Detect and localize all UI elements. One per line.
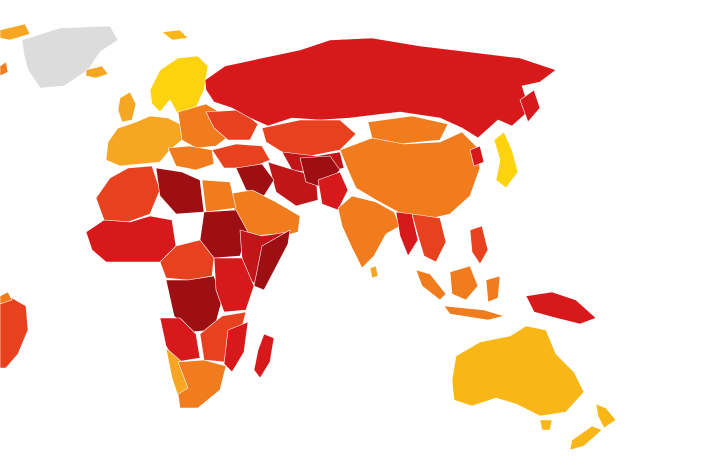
png — [525, 291, 597, 325]
australia — [451, 325, 585, 417]
caucasus-turkey — [211, 143, 271, 169]
sri-lanka — [369, 265, 379, 279]
arctic-island — [0, 23, 31, 41]
russia — [204, 37, 557, 139]
sulawesi — [485, 275, 501, 303]
japan — [493, 131, 519, 189]
iran — [267, 161, 319, 207]
tasmania — [539, 419, 553, 431]
somalia — [253, 229, 291, 291]
west-africa — [85, 215, 177, 263]
sumatra — [415, 269, 447, 301]
philippines — [469, 225, 489, 265]
nz-north — [595, 403, 617, 429]
india — [337, 195, 401, 269]
iceland — [85, 65, 109, 79]
mozambique — [223, 321, 249, 373]
angola — [159, 317, 201, 363]
central-africa — [159, 239, 215, 281]
kamchatka — [519, 89, 541, 123]
south-america-north — [0, 291, 13, 305]
na-edge — [0, 61, 9, 77]
egypt — [201, 179, 237, 213]
east-africa — [213, 257, 255, 313]
iraq-syria — [235, 163, 275, 197]
myanmar — [395, 211, 419, 257]
pakistan — [317, 171, 349, 211]
balkans — [167, 145, 215, 171]
madagascar — [253, 333, 275, 379]
svalbard — [161, 29, 189, 41]
china — [339, 131, 481, 221]
south-america-edge — [0, 297, 29, 369]
uk — [117, 91, 137, 123]
borneo — [449, 265, 479, 301]
java — [443, 305, 505, 321]
scandinavia — [149, 55, 209, 119]
nz-south — [569, 425, 603, 451]
korea — [469, 145, 485, 167]
indochina — [411, 213, 447, 263]
south-africa — [177, 359, 227, 409]
